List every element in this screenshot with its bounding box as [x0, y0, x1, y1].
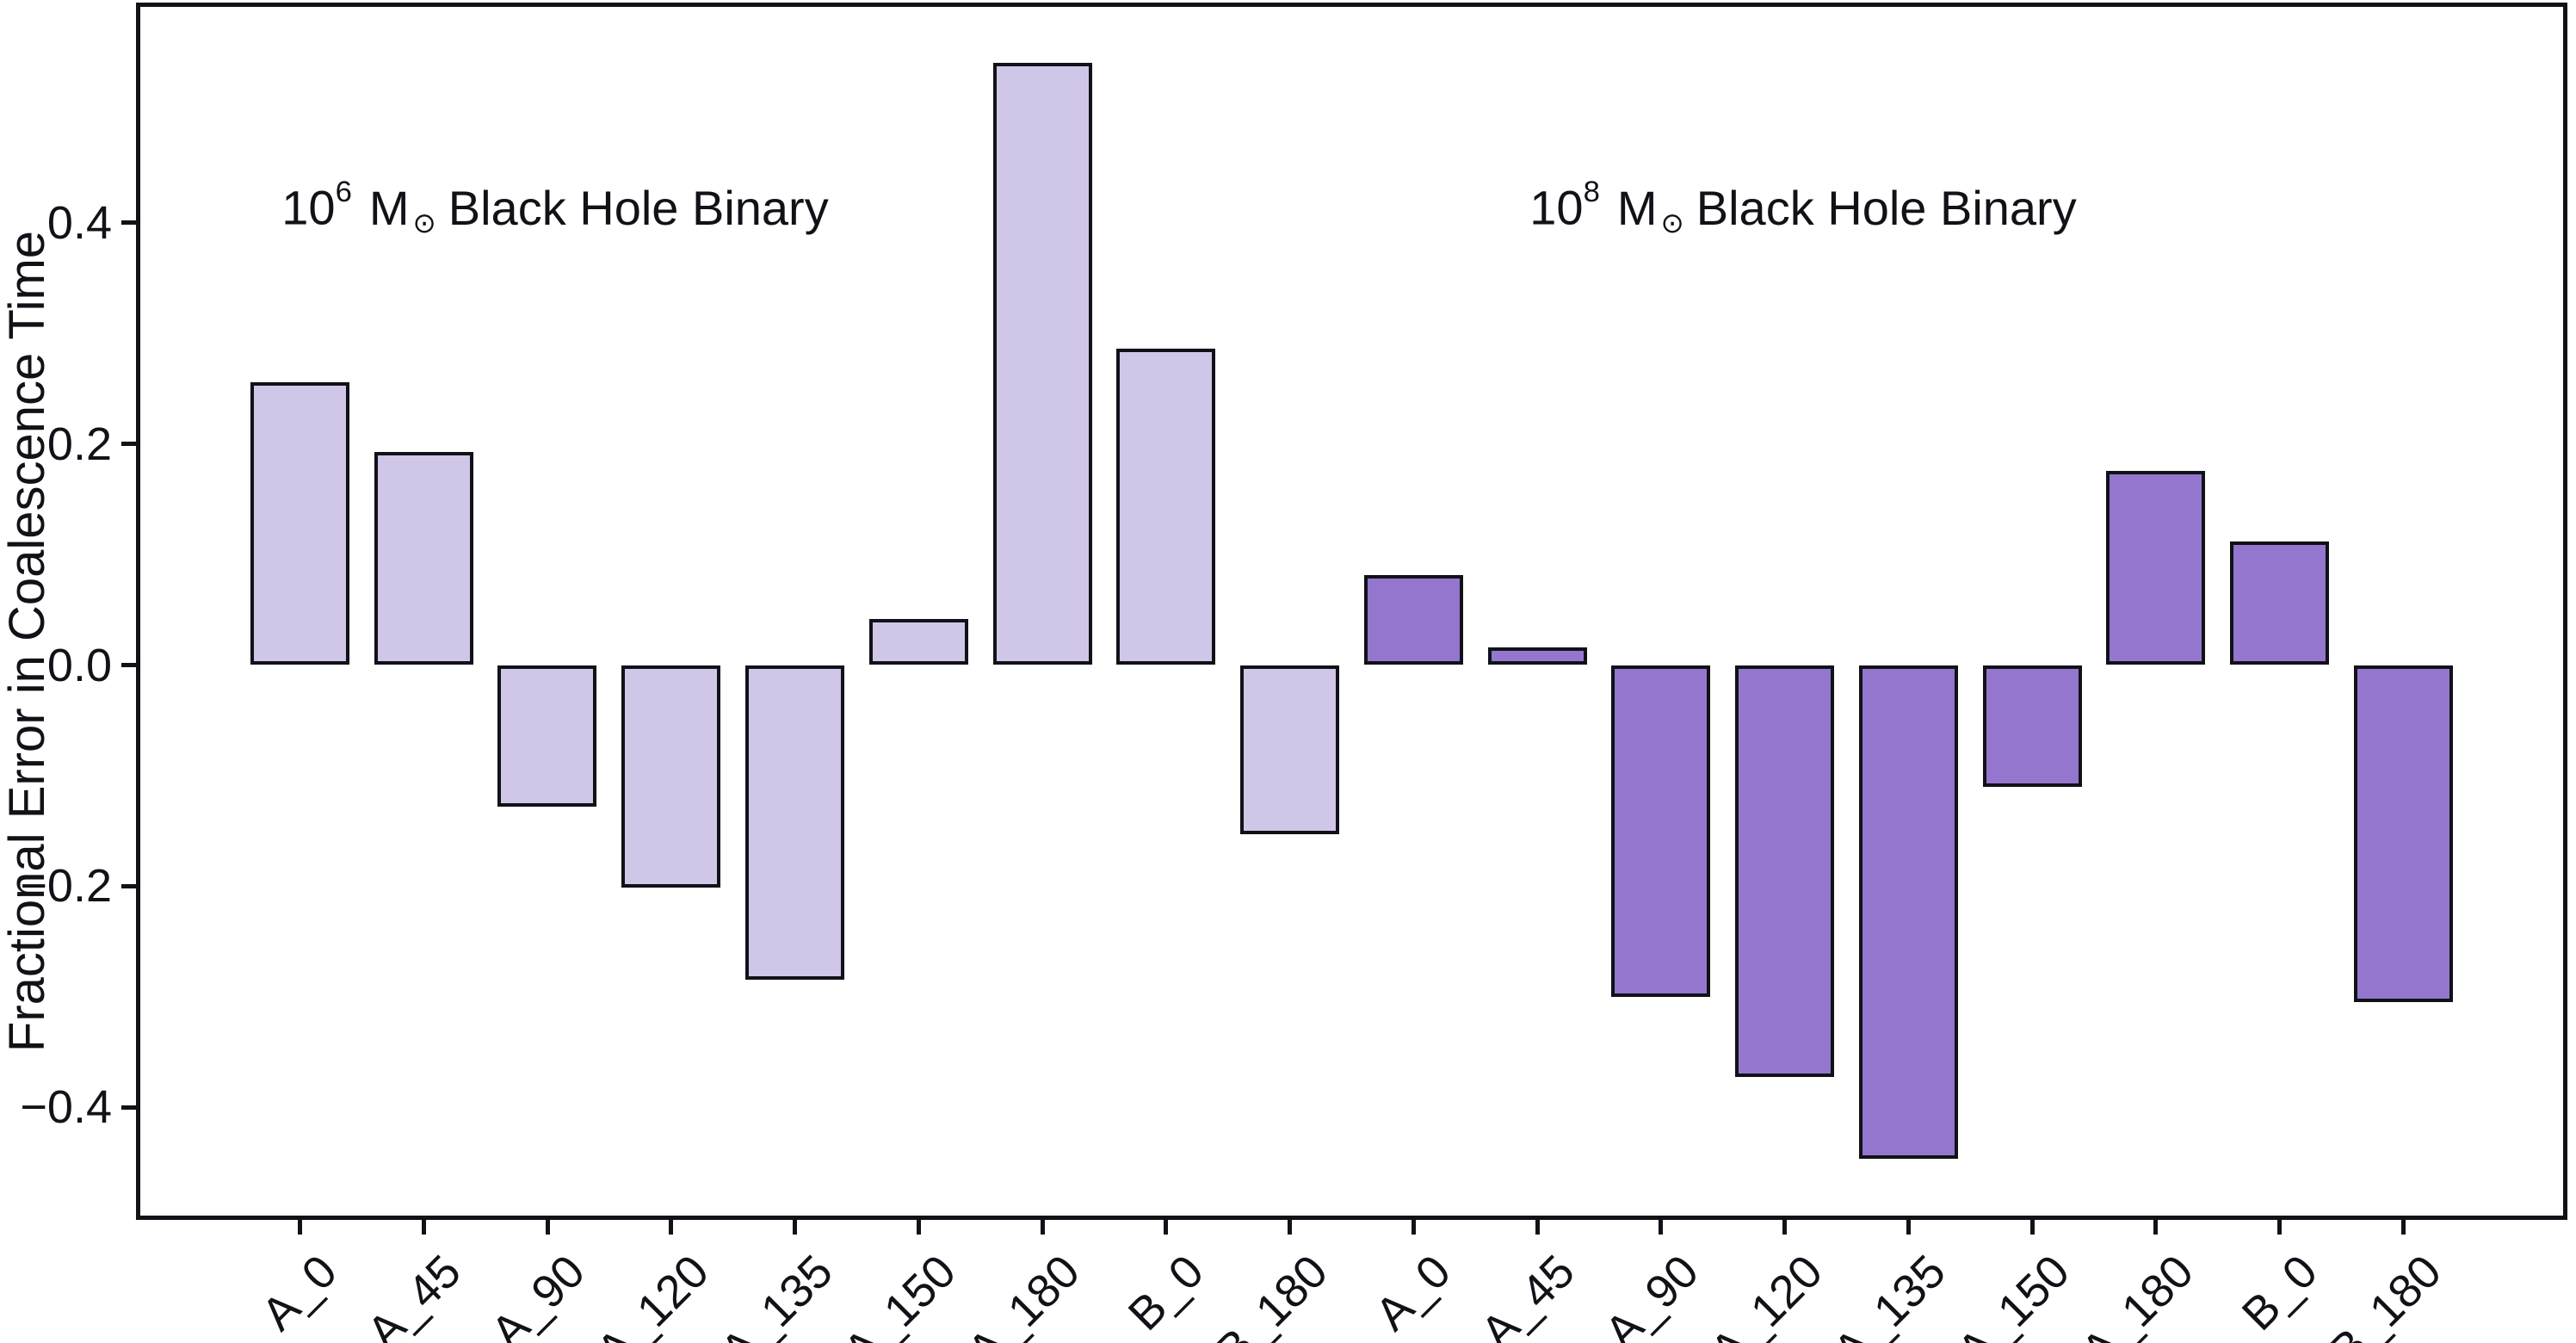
y-tick — [121, 1105, 140, 1110]
bar — [1735, 665, 1835, 1078]
bar — [1611, 665, 1711, 997]
x-tick-label: A_0 — [252, 1245, 348, 1340]
y-tick — [121, 442, 140, 447]
bar — [868, 618, 968, 665]
annotation-base: 10 — [1529, 180, 1584, 235]
mass-symbol: M — [1616, 180, 1658, 235]
annotation-text: Black Hole Binary — [448, 180, 829, 235]
y-tick-label: 0.0 — [46, 639, 112, 691]
bar — [745, 665, 845, 981]
x-tick — [1659, 1216, 1664, 1235]
x-tick — [1782, 1216, 1788, 1235]
bar — [1363, 575, 1463, 665]
bar — [621, 665, 721, 888]
x-tick — [545, 1216, 550, 1235]
annotation-exponent: 6 — [335, 176, 352, 208]
x-tick — [421, 1216, 426, 1235]
x-tick — [1906, 1216, 1911, 1235]
sun-symbol-icon: ⊙ — [1660, 207, 1684, 239]
bar — [1858, 665, 1958, 1160]
y-tick-label: 0.2 — [46, 418, 112, 470]
x-tick — [1411, 1216, 1416, 1235]
bar — [2106, 470, 2206, 665]
y-tick-label: −0.2 — [20, 860, 112, 913]
annotation-text: Black Hole Binary — [1696, 180, 2077, 235]
y-tick-label: 0.4 — [46, 196, 112, 249]
x-tick — [297, 1216, 302, 1235]
x-tick — [2029, 1216, 2035, 1235]
annotation-mass-1e6: 106 M ⊙ Black Hole Binary — [168, 162, 942, 253]
y-tick-label: −0.4 — [20, 1081, 112, 1134]
x-tick — [916, 1216, 921, 1235]
y-tick — [121, 663, 140, 667]
x-tick — [1288, 1216, 1293, 1235]
y-tick — [121, 220, 140, 226]
mass-symbol: M — [368, 180, 410, 235]
bar — [2354, 665, 2454, 1003]
bar — [250, 381, 349, 665]
annotation-base: 10 — [281, 180, 336, 235]
bar — [992, 62, 1092, 665]
x-tick — [793, 1216, 798, 1235]
x-tick — [669, 1216, 674, 1235]
x-tick — [1164, 1216, 1169, 1235]
x-tick — [1040, 1216, 1045, 1235]
y-tick — [121, 883, 140, 888]
bar — [1116, 349, 1216, 665]
x-tick — [1535, 1216, 1540, 1235]
bar — [2230, 541, 2330, 665]
x-tick — [2153, 1216, 2159, 1235]
bar — [1982, 665, 2082, 787]
x-tick — [2277, 1216, 2283, 1235]
bar — [1487, 647, 1587, 665]
x-tick — [2401, 1216, 2406, 1235]
bar — [374, 451, 473, 665]
bar — [497, 665, 597, 807]
plot-frame — [136, 3, 2567, 1220]
annotation-mass-1e8: 108 M ⊙ Black Hole Binary — [1416, 162, 2190, 253]
sun-symbol-icon: ⊙ — [412, 207, 436, 239]
bar — [1240, 665, 1340, 834]
annotation-exponent: 8 — [1583, 176, 1600, 208]
